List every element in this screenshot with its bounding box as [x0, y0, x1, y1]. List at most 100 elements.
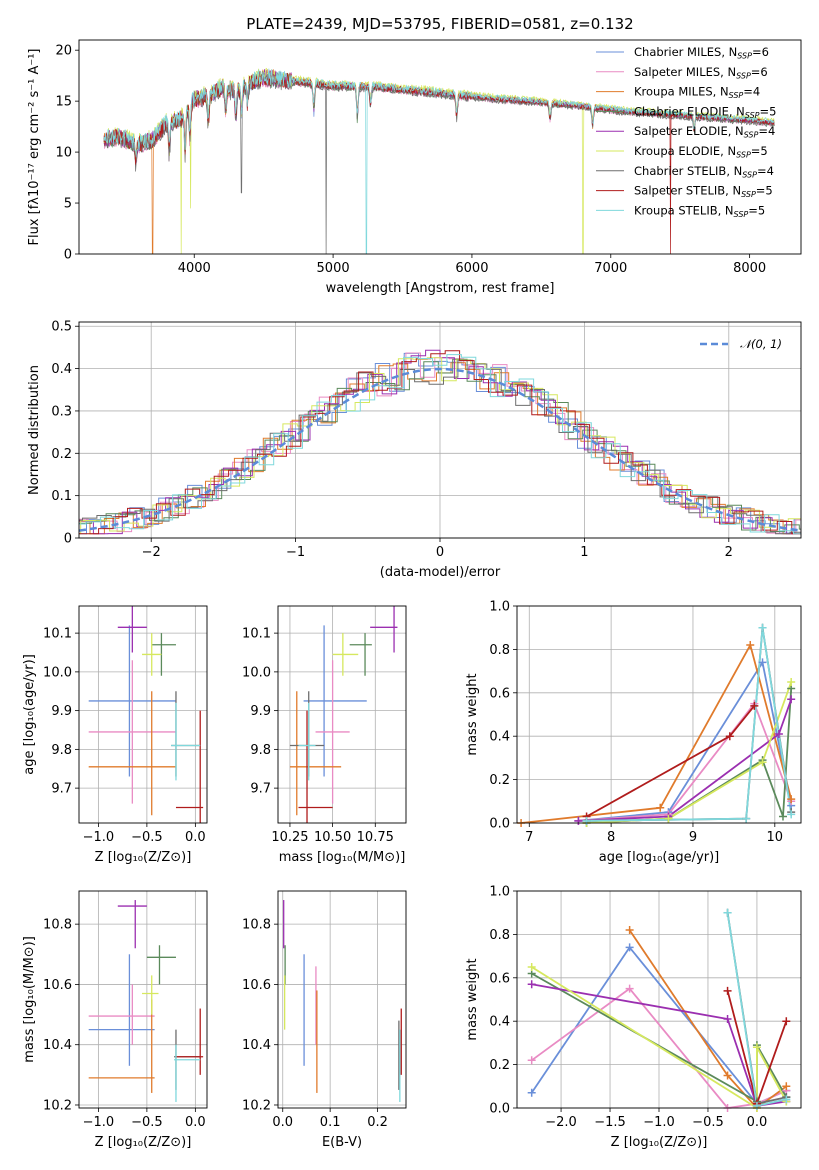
residuals-ytick-label-5: 0.5	[51, 320, 72, 335]
residuals-xlabel: (data-model)/error	[380, 565, 501, 580]
age-vs-mass-xtick-label-0: 10.25	[271, 830, 308, 845]
legend-label-salpeter_miles: Salpeter MILES, NSSP=6	[634, 65, 768, 81]
residuals-xtick-label-0: −2	[142, 545, 161, 560]
massweight-vs-Z-line-salpeter_elodie	[531, 983, 787, 1107]
spectrum-frame	[78, 39, 802, 255]
massweight-vs-Z-ytick-label-1: 0.2	[489, 1058, 510, 1073]
age-vs-Z-points-group	[88, 606, 204, 823]
residuals-xtick-label-1: −1	[286, 545, 305, 560]
spectrum-ytick-label-0: 0	[64, 248, 72, 263]
massweight-vs-Z-ytick-label-4: 0.8	[489, 928, 510, 943]
mass-vs-EBV-ytick-label-2: 10.6	[242, 978, 271, 993]
mass-vs-Z-xtick-label-1: −0.5	[131, 1115, 163, 1130]
residuals-ylabel: Normed distribution	[27, 365, 42, 495]
massweight-vs-Z-marker-kroupa_miles-1	[723, 1071, 732, 1080]
residuals-ytick-label-3: 0.3	[51, 404, 72, 419]
mass-vs-EBV-points-group	[283, 900, 402, 1102]
massweight-vs-Z-marker-kroupa_elodie-2	[752, 1043, 761, 1052]
age-vs-mass-ytick-label-0: 9.7	[250, 782, 271, 797]
mass-vs-Z-ylabel: mass [log₁₀(M/M⊙)]	[22, 936, 37, 1063]
mass-vs-EBV-frame	[277, 890, 407, 1109]
residuals-xtick-label-2: 0	[436, 545, 444, 560]
massweight-vs-Z-marker-salpeter_elodie-0	[527, 980, 536, 989]
mass-vs-Z-ytick-label-1: 10.4	[43, 1038, 72, 1053]
massweight-vs-age-marker-kroupa_stelib-0	[582, 816, 591, 825]
mass-vs-EBV-xtick-label-1: 0.1	[320, 1115, 341, 1130]
massweight-vs-age-xlabel: age [log₁₀(age/yr)]	[599, 850, 720, 865]
massweight-vs-age-marker-salpeter_stelib-1	[725, 732, 734, 741]
massweight-vs-Z-marker-chabrier_miles-1	[625, 943, 634, 952]
residuals-ytick-label-2: 0.2	[51, 447, 72, 462]
mass-vs-EBV-ytick-label-1: 10.4	[242, 1038, 271, 1053]
massweight-vs-Z-marker-kroupa_miles-3	[782, 1082, 791, 1091]
age-vs-Z-ytick-label-1: 9.8	[51, 743, 72, 758]
age-vs-Z-xlabel: Z [log₁₀(Z/Z⊙)]	[95, 850, 192, 865]
spectrum-xtick-label-0: 4000	[178, 261, 211, 276]
residual-hist-chabrier_elodie	[79, 358, 801, 532]
massweight-vs-age-ytick-label-3: 0.6	[489, 686, 510, 701]
massweight-vs-Z-xtick-label-0: −2.0	[545, 1115, 577, 1130]
massweight-vs-age-marker-salpeter_elodie-3	[787, 695, 796, 704]
massweight-vs-Z-ytick-label-2: 0.4	[489, 1015, 510, 1030]
age-vs-Z-ytick-label-0: 9.7	[51, 782, 72, 797]
massweight-vs-age-marker-kroupa_elodie-1	[664, 814, 673, 823]
massweight-vs-age-ytick-label-2: 0.4	[489, 730, 510, 745]
residual-hist-kroupa_stelib	[79, 354, 801, 535]
age-vs-mass-ytick-label-2: 9.9	[250, 704, 271, 719]
massweight-vs-age-line-kroupa_miles	[521, 644, 793, 823]
legend-label-salpeter_stelib: Salpeter STELIB, NSSP=5	[634, 184, 773, 200]
residual-hist-chabrier_stelib	[79, 359, 801, 535]
residuals-frame	[78, 321, 802, 539]
residuals-series-group	[79, 349, 801, 535]
spectrum-series-group	[103, 67, 775, 254]
massweight-vs-age-xtick-label-1: 8	[607, 830, 615, 845]
mass-vs-EBV-xtick-label-0: 0.0	[272, 1115, 293, 1130]
spectrum-xtick-label-4: 8000	[733, 261, 766, 276]
legend-label-kroupa_stelib: Kroupa STELIB, NSSP=5	[634, 203, 765, 219]
age-vs-mass-points-group	[289, 606, 398, 823]
legend-label-chabrier_stelib: Chabrier STELIB, NSSP=4	[634, 164, 774, 180]
massweight-vs-Z-ytick-label-5: 1.0	[489, 885, 510, 900]
age-vs-Z-ytick-label-4: 10.1	[43, 627, 72, 642]
mass-vs-EBV-xtick-label-2: 0.2	[367, 1115, 388, 1130]
massweight-vs-age-marker-salpeter_elodie-2	[774, 730, 783, 739]
spectrum-ytick-label-2: 10	[55, 146, 72, 161]
massweight-vs-Z-xlabel: Z [log₁₀(Z/Z⊙)]	[611, 1135, 708, 1150]
massweight-vs-Z-marker-salpeter_miles-0	[527, 1056, 536, 1065]
legend-label-kroupa_elodie: Kroupa ELODIE, NSSP=5	[634, 144, 768, 160]
massweight-vs-Z-line-kroupa_miles	[628, 929, 787, 1108]
massweight-vs-age-marker-kroupa_stelib-3	[787, 810, 796, 819]
massweight-vs-age-marker-kroupa_stelib-1	[742, 814, 751, 823]
massweight-vs-age-marker-chabrier_elodie-3	[778, 812, 787, 821]
massweight-vs-Z-ylabel: mass weight	[465, 958, 480, 1040]
age-vs-mass-xlabel: mass [log₁₀(M/M⊙)]	[279, 850, 406, 865]
massweight-vs-age-ytick-label-0: 0.0	[489, 817, 510, 832]
massweight-vs-age-marker-kroupa_elodie-3	[787, 677, 796, 686]
massweight-vs-Z-xtick-label-4: 0.0	[747, 1115, 768, 1130]
massweight-vs-age-xtick-label-0: 7	[525, 830, 533, 845]
age-vs-mass-ytick-label-1: 9.8	[250, 743, 271, 758]
residuals-ytick-label-0: 0	[64, 532, 72, 547]
massweight-vs-Z-xtick-label-2: −1.0	[643, 1115, 675, 1130]
figure-title: PLATE=2439, MJD=53795, FIBERID=0581, z=0…	[246, 15, 633, 33]
massweight-vs-age-ytick-label-4: 0.8	[489, 643, 510, 658]
massweight-vs-age-marker-chabrier_miles-2	[758, 658, 767, 667]
massweight-vs-Z-line-salpeter_miles	[531, 987, 787, 1108]
massweight-vs-age-marker-kroupa_elodie-2	[758, 758, 767, 767]
massweight-vs-Z-marker-kroupa_elodie-0	[527, 962, 536, 971]
mass-vs-EBV-xlabel: E(B-V)	[322, 1135, 362, 1150]
massweight-vs-age-marker-kroupa_stelib-2	[758, 623, 767, 632]
mass-vs-Z-frame	[78, 890, 208, 1109]
massweight-vs-age-xtick-label-3: 10	[767, 830, 784, 845]
massweight-vs-age-line-salpeter_elodie	[578, 698, 793, 822]
massweight-vs-age-frame	[516, 605, 802, 824]
age-vs-mass-xtick-label-2: 10.75	[357, 830, 394, 845]
massweight-vs-Z-marker-kroupa_stelib-1	[752, 1101, 761, 1110]
age-vs-mass-xtick-label-1: 10.50	[314, 830, 351, 845]
spectrum-xtick-label-2: 6000	[455, 261, 488, 276]
legend-label-chabrier_miles: Chabrier MILES, NSSP=6	[634, 45, 769, 61]
massweight-vs-age-ytick-label-5: 1.0	[489, 600, 510, 615]
spectrum-line-kroupa_stelib	[103, 68, 775, 254]
age-vs-mass-frame	[277, 605, 407, 824]
massweight-vs-Z-marker-kroupa_stelib-0	[723, 908, 732, 917]
